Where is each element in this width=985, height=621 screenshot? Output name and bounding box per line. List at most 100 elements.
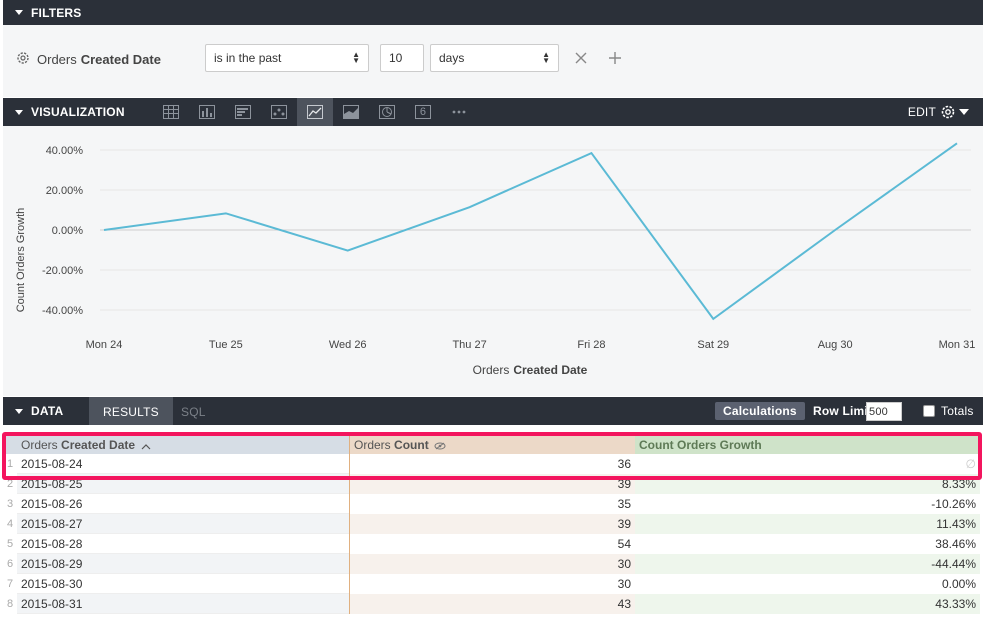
select-arrows-icon: ▲ ▼ — [542, 50, 550, 65]
cell-created-date: 2015-08-28 — [17, 534, 349, 554]
cell-count: 39 — [349, 514, 635, 534]
bar-chart-icon[interactable] — [225, 98, 261, 126]
cell-created-date: 2015-08-25 — [17, 474, 349, 494]
row-number: 5 — [7, 538, 14, 550]
collapse-caret-icon[interactable] — [15, 408, 23, 414]
cell-growth: 0.00% — [941, 577, 976, 591]
table-row: 5 2015-08-28 54 38.46% — [3, 534, 980, 554]
cell-created-date: 2015-08-29 — [17, 554, 349, 574]
table-row: 1 2015-08-24 36 ∅ — [3, 454, 980, 474]
y-tick-label: -40.00% — [42, 305, 83, 317]
column-header-created-date[interactable]: Orders Created Date — [3, 436, 349, 454]
cell-count: 39 — [349, 474, 635, 494]
row-limit-label: Row Limit — [813, 404, 873, 418]
single-value-icon[interactable]: 6 — [405, 98, 441, 126]
x-tick-label: Wed 26 — [329, 339, 367, 351]
filter-field-prefix: Orders — [37, 52, 77, 67]
totals-toggle[interactable]: Totals — [923, 404, 974, 418]
remove-filter-icon[interactable] — [574, 51, 588, 68]
collapse-caret-icon[interactable] — [15, 10, 23, 15]
column-prefix: Orders — [354, 438, 391, 452]
gear-icon — [940, 104, 956, 120]
x-tick-label: Fri 28 — [577, 339, 605, 351]
visualization-header[interactable]: VISUALIZATION 6 EDIT — [3, 98, 983, 126]
y-tick-label: 20.00% — [46, 185, 84, 197]
series-line — [103, 142, 958, 321]
cell-count: 43 — [349, 594, 635, 614]
cell-count: 54 — [349, 534, 635, 554]
y-axis-label: Count Orders Growth — [15, 208, 27, 313]
x-tick-label: Aug 30 — [818, 339, 853, 351]
row-number: 1 — [7, 458, 14, 470]
cell-created-date: 2015-08-24 — [17, 454, 349, 474]
column-header-growth[interactable]: Count Orders Growth — [635, 436, 980, 454]
y-tick-label: -20.00% — [42, 265, 83, 277]
row-limit-input[interactable]: 500 — [866, 402, 902, 421]
data-header[interactable]: DATA RESULTS SQL Calculations Row Limit … — [3, 397, 983, 425]
cell-count: 35 — [349, 494, 635, 514]
column-prefix: Orders — [21, 438, 58, 452]
table-row: 4 2015-08-27 39 11.43% — [3, 514, 980, 534]
filters-panel: Orders Created Date is in the past ▲ ▼ 10… — [3, 25, 983, 97]
row-number: 8 — [7, 598, 14, 610]
column-name: Count Orders Growth — [639, 438, 762, 452]
filter-unit-select[interactable]: days ▲ ▼ — [430, 44, 559, 72]
cell-growth: 11.43% — [635, 514, 980, 534]
single-value-glyph: 6 — [415, 105, 431, 119]
table-icon[interactable] — [153, 98, 189, 126]
row-number: 3 — [7, 498, 14, 510]
results-table: Orders Created Date Orders Count Count O… — [3, 436, 980, 614]
row-number: 2 — [7, 478, 14, 490]
filters-title: FILTERS — [31, 5, 82, 20]
table-row: 7 2015-08-30 30 0.00% — [3, 574, 980, 594]
row-number: 7 — [7, 578, 14, 590]
cell-growth: 43.33% — [635, 594, 980, 614]
column-chart-icon[interactable] — [189, 98, 225, 126]
filter-value-input[interactable]: 10 — [380, 44, 424, 72]
cell-growth: ∅ — [965, 457, 976, 471]
x-axis-label-field: Created Date — [513, 363, 587, 377]
area-chart-icon[interactable] — [333, 98, 369, 126]
x-axis-label: Orders Created Date — [473, 363, 588, 377]
filter-unit-value: days — [439, 51, 465, 65]
totals-checkbox[interactable] — [923, 405, 935, 417]
filters-header[interactable]: FILTERS — [3, 0, 983, 25]
x-tick-label: Thu 27 — [452, 339, 486, 351]
cell-count: 36 — [349, 454, 635, 474]
visualization-title: VISUALIZATION — [31, 105, 125, 119]
cell-growth: 38.46% — [935, 537, 976, 551]
column-name: Created Date — [61, 438, 136, 452]
edit-visualization-button[interactable]: EDIT — [908, 104, 969, 120]
calculations-button[interactable]: Calculations — [715, 402, 805, 420]
cell-growth: -10.26% — [931, 497, 976, 511]
cell-created-date: 2015-08-27 — [17, 514, 349, 534]
cell-created-date: 2015-08-30 — [17, 574, 349, 594]
x-tick-label: Tue 25 — [209, 339, 243, 351]
table-header: Orders Created Date Orders Count Count O… — [3, 436, 980, 454]
collapse-caret-icon[interactable] — [15, 109, 23, 115]
line-chart: 40.00% 20.00% 0.00% -20.00% -40.00% Mon 24 Tue… — [15, 142, 975, 377]
totals-label: Totals — [941, 404, 974, 418]
column-header-count[interactable]: Orders Count — [349, 436, 635, 454]
tab-sql[interactable]: SQL — [181, 405, 206, 419]
cell-growth: -44.44% — [635, 554, 980, 574]
hidden-eye-icon[interactable] — [434, 439, 446, 453]
tab-results[interactable]: RESULTS — [89, 397, 173, 425]
y-tick-label: 40.00% — [46, 145, 84, 157]
x-tick-label: Mon 24 — [86, 339, 123, 351]
cell-growth: 8.33% — [635, 474, 980, 494]
line-chart-icon[interactable] — [297, 98, 333, 126]
more-icon[interactable] — [441, 98, 477, 126]
filter-operator-select[interactable]: is in the past ▲ ▼ — [205, 44, 369, 72]
x-axis-label-prefix: Orders — [473, 363, 510, 377]
scatter-icon[interactable] — [261, 98, 297, 126]
table-row: 2 2015-08-25 39 8.33% — [3, 474, 980, 494]
edit-label: EDIT — [907, 105, 936, 119]
add-filter-icon[interactable] — [608, 51, 622, 68]
table-row: 8 2015-08-31 43 43.33% — [3, 594, 980, 614]
row-number: 6 — [7, 558, 14, 570]
pie-chart-icon[interactable] — [369, 98, 405, 126]
sort-asc-icon[interactable] — [141, 439, 151, 453]
gear-icon[interactable] — [16, 51, 30, 68]
viz-type-toolbar: 6 — [153, 98, 477, 126]
